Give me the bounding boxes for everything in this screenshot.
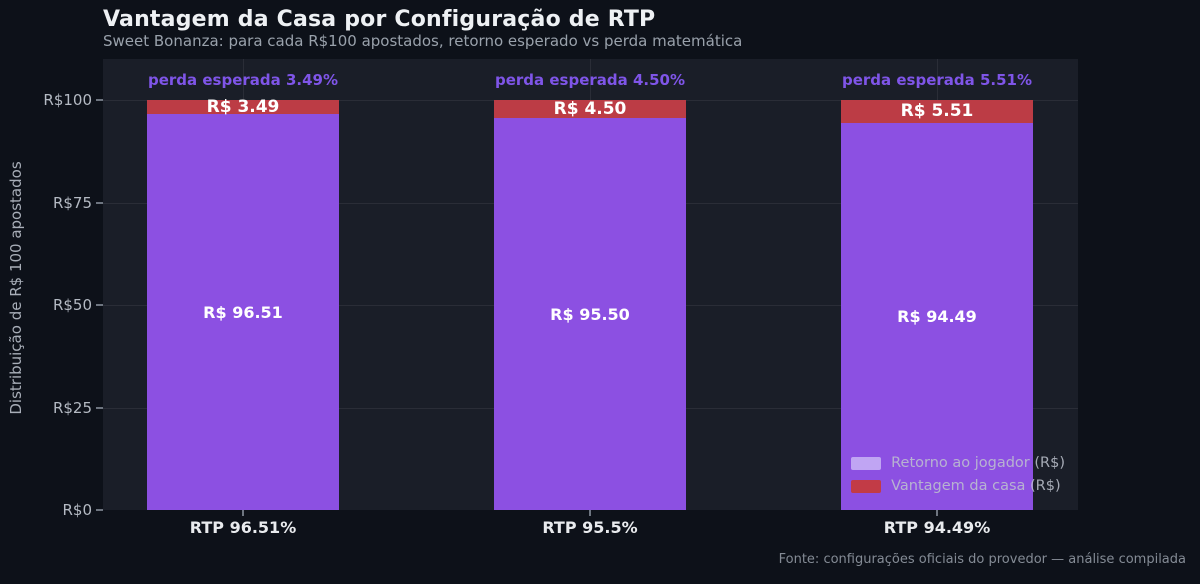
plot-area: R$ 96.51 R$ 3.49 perda esperada 3.49% R$ 95… [103,59,1078,510]
bar-segment-house-edge [494,100,686,119]
y-tick-mark [96,509,103,511]
bar-segment-player-return [841,122,1033,510]
player-return-value-label: R$ 96.51 [203,302,283,322]
expected-loss-annotation: perda esperada 3.49% [147,71,339,89]
y-tick-mark [96,202,103,204]
stacked-bar: R$ 95.50 R$ 4.50 perda esperada 4.50% [494,59,686,510]
bar-segment-house-edge [841,100,1033,123]
y-tick-mark [96,99,103,101]
legend-swatch-house-edge-icon [851,479,882,493]
y-tick-label: R$75 [52,194,92,212]
bar-segment-house-edge [147,100,339,115]
x-tick-mark [589,510,591,516]
player-return-value-label: R$ 94.49 [897,306,977,326]
bar-segment-player-return [494,118,686,510]
x-tick-label: RTP 95.5% [542,518,638,537]
x-tick-label: RTP 94.49% [883,518,991,537]
y-tick-label: R$100 [43,91,92,109]
legend-item-player-return: Retorno ao jogador (R$) [851,455,1065,471]
x-tick-mark [242,510,244,516]
legend-item-house-edge: Vantagem da casa (R$) [851,478,1065,494]
chart-subtitle: Sweet Bonanza: para cada R$100 apostados… [103,32,743,50]
house-edge-value-label: R$ 3.49 [206,97,280,118]
x-tick-mark [936,510,938,516]
legend: Retorno ao jogador (R$) Vantagem da casa… [851,455,1065,494]
y-tick-mark [96,407,103,409]
expected-loss-annotation: perda esperada 4.50% [494,71,686,89]
stacked-bar: R$ 96.51 R$ 3.49 perda esperada 3.49% [147,59,339,510]
house-edge-value-label: R$ 4.50 [553,99,627,120]
bar-segment-player-return [147,114,339,510]
player-return-value-label: R$ 95.50 [550,304,630,324]
stacked-bar: R$ 94.49 R$ 5.51 perda esperada 5.51% [841,59,1033,510]
y-axis-label: Distribuição de R$ 100 apostados [7,161,25,415]
y-tick-label: R$50 [52,296,92,314]
x-tick-label: RTP 96.51% [189,518,297,537]
legend-swatch-player-return-icon [851,456,882,470]
y-tick-label: R$25 [52,399,92,417]
legend-label: Retorno ao jogador (R$) [891,455,1065,471]
y-tick-mark [96,304,103,306]
source-note: Fonte: configurações oficiais do provedo… [778,552,1186,567]
legend-label: Vantagem da casa (R$) [891,478,1061,494]
expected-loss-annotation: perda esperada 5.51% [841,71,1033,89]
chart-title: Vantagem da Casa por Configuração de RTP [103,7,656,32]
y-tick-label: R$0 [62,501,92,519]
house-edge-value-label: R$ 5.51 [900,101,974,122]
